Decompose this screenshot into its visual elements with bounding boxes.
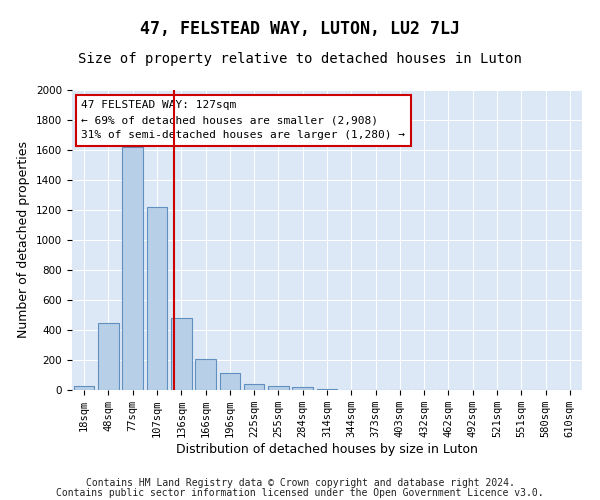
Bar bbox=[268, 386, 289, 390]
X-axis label: Distribution of detached houses by size in Luton: Distribution of detached houses by size … bbox=[176, 443, 478, 456]
Bar bbox=[171, 318, 191, 390]
Bar bbox=[122, 147, 143, 390]
Text: Contains public sector information licensed under the Open Government Licence v3: Contains public sector information licen… bbox=[56, 488, 544, 498]
Bar bbox=[244, 384, 265, 390]
Text: 47 FELSTEAD WAY: 127sqm
← 69% of detached houses are smaller (2,908)
31% of semi: 47 FELSTEAD WAY: 127sqm ← 69% of detache… bbox=[81, 100, 405, 140]
Bar bbox=[98, 322, 119, 390]
Bar bbox=[146, 207, 167, 390]
Text: Size of property relative to detached houses in Luton: Size of property relative to detached ho… bbox=[78, 52, 522, 66]
Bar bbox=[195, 358, 216, 390]
Bar bbox=[220, 373, 240, 390]
Bar bbox=[74, 386, 94, 390]
Y-axis label: Number of detached properties: Number of detached properties bbox=[17, 142, 31, 338]
Text: 47, FELSTEAD WAY, LUTON, LU2 7LJ: 47, FELSTEAD WAY, LUTON, LU2 7LJ bbox=[140, 20, 460, 38]
Bar bbox=[292, 388, 313, 390]
Bar bbox=[317, 388, 337, 390]
Text: Contains HM Land Registry data © Crown copyright and database right 2024.: Contains HM Land Registry data © Crown c… bbox=[86, 478, 514, 488]
